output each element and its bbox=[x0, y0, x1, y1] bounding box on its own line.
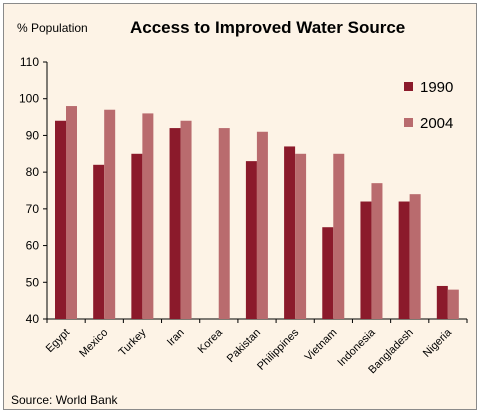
bars bbox=[55, 106, 459, 320]
y-tick-label: 90 bbox=[26, 128, 40, 142]
y-axis-label: % Population bbox=[17, 21, 88, 35]
y-tick-label: 100 bbox=[19, 92, 39, 106]
bar-2004-iran bbox=[180, 120, 192, 319]
bar-2004-turkey bbox=[142, 113, 154, 320]
bar-2004-indonesia bbox=[371, 183, 383, 319]
bar-1990-mexico bbox=[93, 164, 105, 319]
y-tick-label: 80 bbox=[26, 165, 40, 179]
bar-1990-iran bbox=[169, 128, 181, 319]
y-tick-label: 110 bbox=[20, 55, 39, 69]
x-tick-label: Egypt bbox=[44, 327, 72, 355]
bar-1990-pakistan bbox=[245, 161, 257, 319]
x-tick-label: Philippines bbox=[255, 326, 301, 372]
bar-2004-nigeria bbox=[447, 289, 459, 319]
x-tick-label: Nigeria bbox=[421, 326, 455, 360]
bar-1990-indonesia bbox=[360, 201, 372, 319]
bar-2004-korea bbox=[218, 128, 230, 319]
x-tick-label: Iran bbox=[165, 327, 187, 349]
x-tick-label: Pakistan bbox=[225, 327, 263, 365]
legend-label-2004: 2004 bbox=[420, 115, 453, 132]
bar-2004-egypt bbox=[66, 106, 77, 319]
legend-swatch-1990 bbox=[404, 82, 413, 91]
bar-1990-nigeria bbox=[436, 285, 448, 319]
bar-2004-pakistan bbox=[256, 131, 268, 319]
x-tick-label: Vietnam bbox=[303, 327, 340, 364]
chart-title: Access to Improved Water Source bbox=[130, 18, 406, 37]
y-tick-label: 60 bbox=[26, 239, 40, 253]
bar-1990-vietnam bbox=[322, 227, 334, 319]
bar-1990-egypt bbox=[55, 120, 66, 319]
bar-1990-bangladesh bbox=[398, 201, 410, 319]
bar-1990-philippines bbox=[284, 146, 296, 319]
legend-label-1990: 1990 bbox=[420, 79, 453, 96]
y-tick-label: 70 bbox=[26, 202, 40, 216]
y-tick-label: 50 bbox=[26, 275, 40, 289]
y-tick-label: 40 bbox=[26, 312, 40, 326]
source-note: Source: World Bank bbox=[11, 393, 118, 407]
bar-2004-bangladesh bbox=[409, 194, 421, 319]
bar-2004-vietnam bbox=[333, 153, 345, 319]
bar-2004-mexico bbox=[104, 109, 116, 319]
legend-swatch-2004 bbox=[404, 118, 413, 127]
x-tick-label: Turkey bbox=[117, 326, 149, 358]
x-tick-label: Mexico bbox=[77, 327, 110, 360]
bar-1990-turkey bbox=[131, 153, 143, 319]
x-tick-label: Korea bbox=[196, 326, 226, 356]
legend: 1990 2004 bbox=[404, 79, 453, 132]
bar-2004-philippines bbox=[295, 153, 307, 319]
chart-frame bbox=[3, 3, 477, 410]
